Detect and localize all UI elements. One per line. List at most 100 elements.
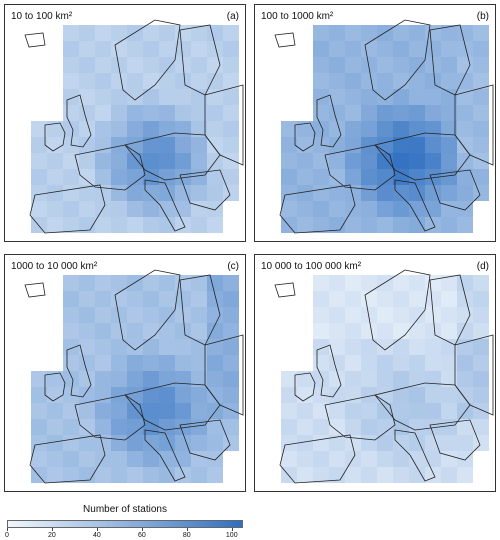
station-density-cell <box>207 41 223 57</box>
station-density-cell <box>393 467 409 483</box>
station-density-cell <box>409 403 425 419</box>
panel-letter-c: (c) <box>227 261 239 272</box>
station-density-cell <box>329 387 345 403</box>
station-density-cell <box>175 451 191 467</box>
station-density-cell <box>31 185 47 201</box>
station-density-cell <box>377 185 393 201</box>
station-density-cell <box>377 89 393 105</box>
station-density-cell <box>329 73 345 89</box>
station-density-cell <box>207 467 223 483</box>
station-density-cell <box>207 89 223 105</box>
station-density-cell <box>191 137 207 153</box>
station-density-cell <box>345 41 361 57</box>
station-density-cell <box>361 387 377 403</box>
station-density-cell <box>345 57 361 73</box>
station-density-cell <box>191 57 207 73</box>
station-density-cell <box>47 387 63 403</box>
panel-letter-a: (a) <box>226 11 239 22</box>
station-density-cell <box>127 435 143 451</box>
station-density-cell <box>31 153 47 169</box>
station-density-cell <box>377 435 393 451</box>
station-density-cell <box>473 403 489 419</box>
station-density-cell <box>361 137 377 153</box>
station-density-cell <box>297 185 313 201</box>
map-panel-c: 1000 to 10 000 km² (c) <box>4 254 246 492</box>
coastline <box>316 344 342 398</box>
station-density-cell <box>377 467 393 483</box>
station-density-cell <box>159 275 175 291</box>
station-density-cell <box>377 355 393 371</box>
station-density-cell <box>473 105 489 121</box>
station-density-cell <box>175 339 191 355</box>
station-density-cell <box>127 89 143 105</box>
station-density-cell <box>223 185 239 201</box>
station-density-cell <box>127 169 143 185</box>
station-density-cell <box>409 73 425 89</box>
station-density-cell <box>79 57 95 73</box>
station-density-cell <box>191 467 207 483</box>
station-density-cell <box>361 89 377 105</box>
station-density-cell <box>329 419 345 435</box>
station-density-cell <box>297 121 313 137</box>
station-density-cell <box>111 89 127 105</box>
station-density-cell <box>143 57 159 73</box>
station-density-cell <box>393 153 409 169</box>
coastline <box>429 419 481 461</box>
station-density-cell <box>457 307 473 323</box>
coastline <box>29 184 106 234</box>
station-density-cell <box>409 217 425 233</box>
station-density-cell <box>281 201 297 217</box>
station-density-cell <box>207 435 223 451</box>
station-density-cell <box>409 467 425 483</box>
station-density-cell <box>63 25 79 41</box>
station-density-cell <box>159 89 175 105</box>
station-density-cell <box>223 307 239 323</box>
station-density-cell <box>63 89 79 105</box>
station-density-cell <box>457 435 473 451</box>
station-density-cell <box>473 57 489 73</box>
station-density-cell <box>281 169 297 185</box>
station-density-cell <box>425 323 441 339</box>
station-density-cell <box>361 307 377 323</box>
station-density-cell <box>297 169 313 185</box>
station-density-cell <box>329 403 345 419</box>
station-density-cell <box>127 451 143 467</box>
station-density-cell <box>441 169 457 185</box>
station-density-cell <box>361 371 377 387</box>
station-density-cell <box>79 387 95 403</box>
station-density-cell <box>207 355 223 371</box>
station-density-cell <box>31 403 47 419</box>
station-density-cell <box>329 41 345 57</box>
station-density-cell <box>473 371 489 387</box>
coastline <box>324 144 396 191</box>
coastline <box>114 19 181 101</box>
station-density-cell <box>111 57 127 73</box>
station-density-cell <box>111 403 127 419</box>
station-density-cell <box>345 339 361 355</box>
station-density-cell <box>441 339 457 355</box>
station-density-cell <box>425 217 441 233</box>
station-density-cell <box>473 137 489 153</box>
station-density-cell <box>143 153 159 169</box>
station-density-cell <box>377 323 393 339</box>
station-density-cell <box>329 89 345 105</box>
station-density-cell <box>159 387 175 403</box>
station-density-cell <box>393 73 409 89</box>
station-density-cell <box>297 435 313 451</box>
station-density-cell <box>207 451 223 467</box>
station-density-cell <box>47 371 63 387</box>
station-density-cell <box>63 419 79 435</box>
station-density-cell <box>377 291 393 307</box>
coastline <box>394 429 436 482</box>
station-density-cell <box>111 121 127 137</box>
station-density-cell <box>143 73 159 89</box>
station-density-cell <box>111 185 127 201</box>
station-density-cell <box>457 451 473 467</box>
station-density-cell <box>127 153 143 169</box>
station-density-cell <box>393 355 409 371</box>
station-density-cell <box>425 185 441 201</box>
station-density-cell <box>63 169 79 185</box>
station-density-cell <box>159 41 175 57</box>
station-density-cell <box>159 73 175 89</box>
station-density-cell <box>207 323 223 339</box>
